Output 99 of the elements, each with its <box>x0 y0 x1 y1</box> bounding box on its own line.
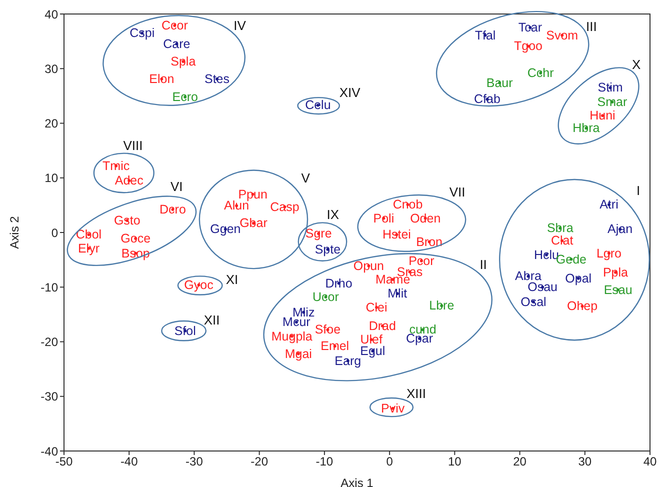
data-label: Ulef <box>360 332 383 347</box>
data-label: Baur <box>486 76 513 90</box>
y-tick-label: -10 <box>40 280 58 294</box>
y-tick-label: 20 <box>44 116 58 131</box>
data-label: Elon <box>149 72 174 86</box>
annotation: IV <box>234 18 246 33</box>
data-label: Adec <box>114 174 144 188</box>
data-label: Dcro <box>160 202 186 217</box>
data-label: Ecro <box>172 90 198 104</box>
y-tick-label: 10 <box>44 171 58 186</box>
data-label: Bron <box>416 234 443 249</box>
annotation: VII <box>449 184 466 200</box>
y-tick-label: 30 <box>44 62 58 76</box>
data-label: Oden <box>410 211 441 226</box>
data-label: Egul <box>360 344 386 358</box>
data-label: Cnob <box>392 198 423 212</box>
data-label: Ggen <box>210 222 241 236</box>
data-label: Lgro <box>596 246 622 260</box>
data-label: Cspi <box>130 26 155 40</box>
data-label: Goce <box>120 232 151 246</box>
data-label: Esau <box>604 282 632 297</box>
x-tick-label: -40 <box>120 454 138 469</box>
data-label: Gbar <box>240 216 268 230</box>
annotation: XII <box>204 312 220 328</box>
data-label: Gyoc <box>184 278 214 292</box>
data-label: Drad <box>368 318 396 333</box>
data-label: Casp <box>270 200 300 214</box>
data-label: Ppla <box>602 265 628 280</box>
annotation: V <box>301 170 310 186</box>
data-label: Poli <box>373 211 394 226</box>
data-label: Tgoo <box>514 39 543 54</box>
data-label: Smar <box>597 94 628 109</box>
data-label: Tcar <box>518 20 542 35</box>
annotation: XIII <box>406 386 426 402</box>
data-label: Care <box>163 37 190 52</box>
y-axis-title: Axis 2 <box>7 216 22 249</box>
data-label: Clat <box>550 234 574 248</box>
annotation: VIII <box>123 138 143 154</box>
y-tick-label: 0 <box>51 226 58 240</box>
data-label: Sfoe <box>314 322 341 337</box>
annotation: X <box>632 56 641 72</box>
data-label: Clei <box>366 300 388 314</box>
data-label: Mlit <box>388 286 408 301</box>
data-label: Ucor <box>312 290 339 304</box>
data-label: Cbol <box>76 228 102 242</box>
data-label: Cchr <box>527 66 554 80</box>
data-label: Sfol <box>174 324 196 338</box>
data-label: Celu <box>305 98 331 112</box>
data-label: Ajan <box>608 222 633 236</box>
data-label: Alun <box>224 198 250 213</box>
x-tick-label: -10 <box>316 454 334 469</box>
x-tick-label: 20 <box>513 454 527 469</box>
data-label: Ccor <box>161 18 188 32</box>
x-tick-label: 30 <box>578 454 592 469</box>
y-tick-label: 40 <box>44 7 58 22</box>
data-label: Spla <box>170 54 196 69</box>
data-label: Opal <box>565 271 592 286</box>
annotation: IX <box>326 206 340 222</box>
annotation: XI <box>226 272 238 287</box>
data-label: Svom <box>546 28 578 42</box>
data-label: Tmic <box>102 158 130 173</box>
data-label: Hbra <box>572 121 600 136</box>
data-label: Gsto <box>114 213 140 228</box>
x-tick-label: 10 <box>448 454 462 469</box>
y-tick-label: -20 <box>40 335 58 350</box>
data-label: Mugpla <box>271 329 312 344</box>
data-label: Earg <box>334 354 362 368</box>
data-label: Hstei <box>382 228 411 242</box>
annotation: III <box>586 19 597 34</box>
annotation: I <box>636 182 640 198</box>
data-label: Osal <box>520 294 546 309</box>
x-tick-label: 0 <box>386 454 394 469</box>
data-label: Cfab <box>474 92 500 106</box>
x-tick-label: 40 <box>643 454 657 469</box>
data-label: Opun <box>353 258 384 273</box>
x-tick-label: -20 <box>250 454 268 469</box>
data-label: Stes <box>204 72 230 86</box>
data-label: Sbra <box>546 221 574 236</box>
data-label: Spte <box>314 242 341 256</box>
data-label: Drho <box>325 276 352 290</box>
data-label: Emel <box>320 339 350 354</box>
x-tick-label: -30 <box>186 454 204 469</box>
data-label: Ppun <box>238 187 268 202</box>
annotation: VI <box>170 179 183 194</box>
x-axis-title: Axis 1 <box>340 476 374 487</box>
annotation: II <box>480 257 487 272</box>
data-label: Tfal <box>474 28 496 42</box>
data-label: Ohep <box>566 299 598 314</box>
data-label: Pviv <box>381 401 406 416</box>
data-label: Pcor <box>408 254 434 268</box>
data-label: Mgai <box>284 346 312 361</box>
data-label: Sgre <box>305 226 332 241</box>
data-label: Stim <box>598 80 623 95</box>
data-label: Atri <box>600 198 618 212</box>
annotation: XIV <box>339 85 361 100</box>
data-label: Elyr <box>78 241 100 256</box>
y-tick-label: -30 <box>40 390 58 404</box>
data-label: Lbre <box>429 298 454 313</box>
data-label: Huni <box>590 108 616 123</box>
